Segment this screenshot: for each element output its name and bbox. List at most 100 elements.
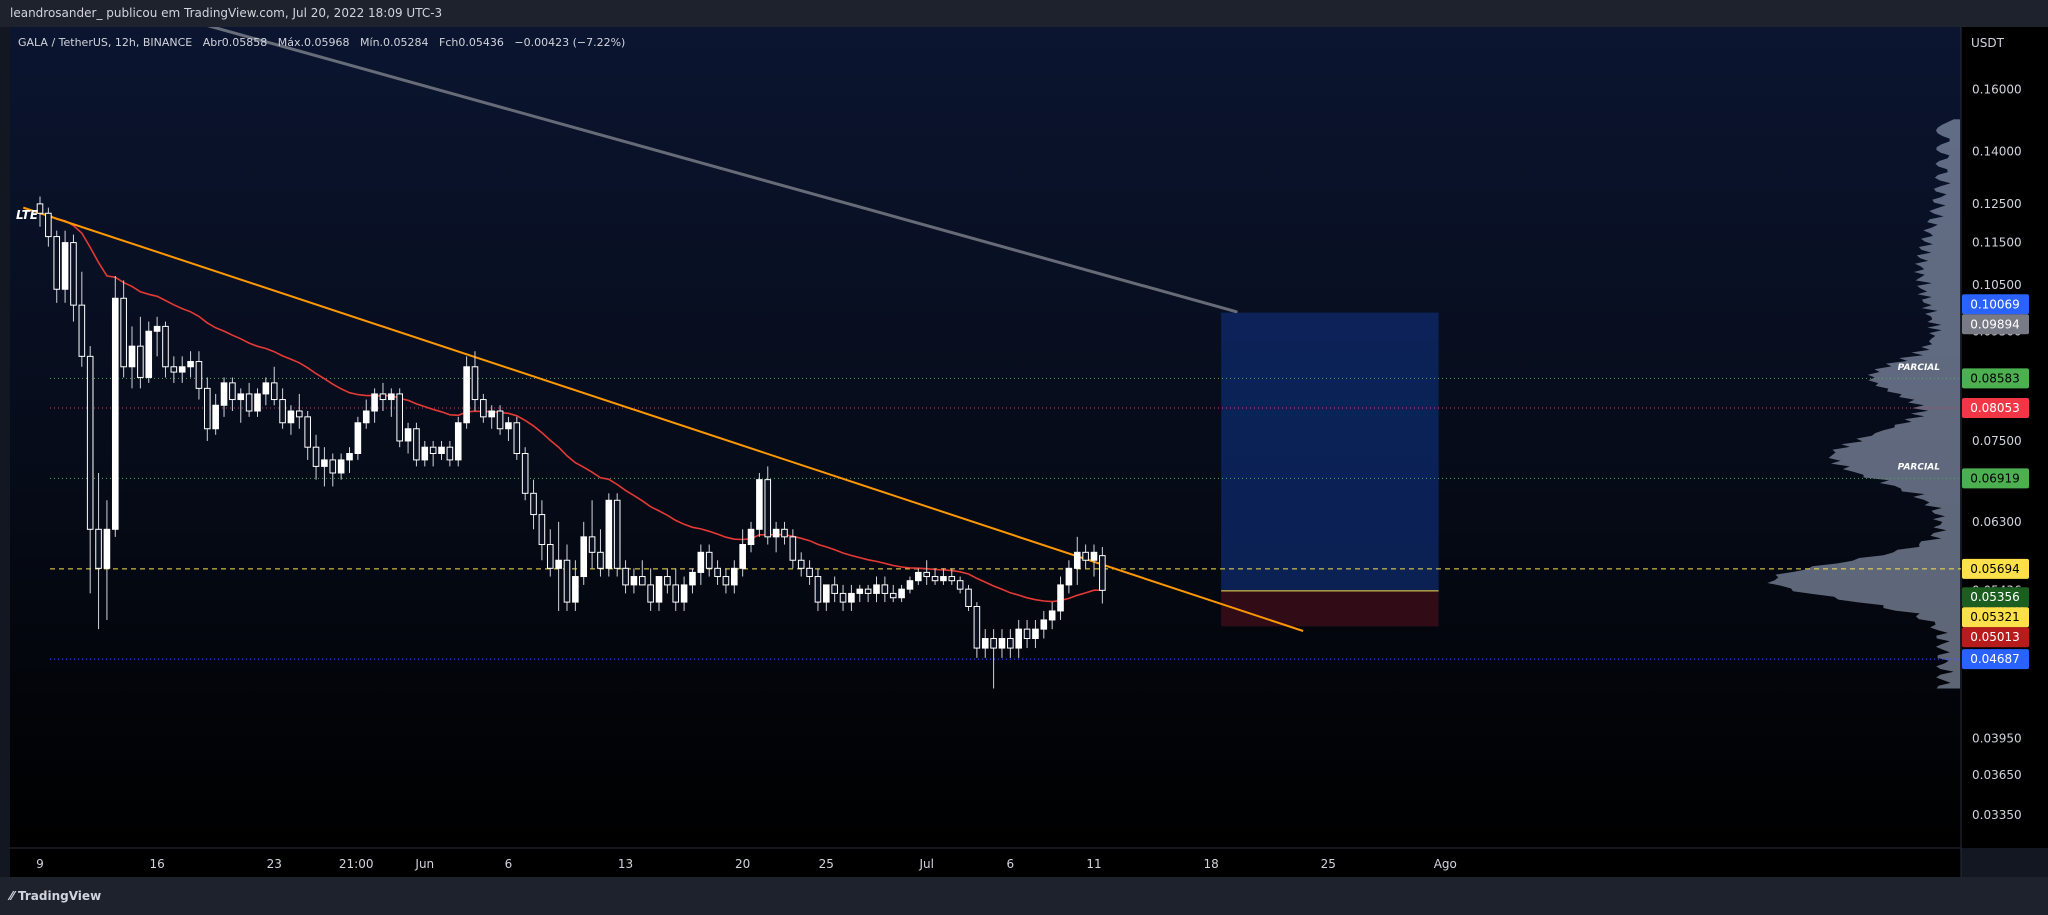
candle-body [906, 580, 914, 590]
candle-body [697, 551, 705, 573]
price-badge [1962, 587, 2029, 608]
time-tick-label: 6 [505, 857, 513, 871]
candle-body [53, 236, 61, 290]
time-axis[interactable]: 9 16 23 21:00 Jun 6 13 20 25 Jul 6 11 18 25 Ago [36, 857, 1457, 871]
candle-body [245, 393, 253, 412]
price-tick-label: 0.07500 [1972, 434, 2022, 448]
candle-body [404, 428, 412, 442]
annotation-label: PARCIAL [1898, 363, 1941, 373]
candle-body [923, 571, 930, 578]
candle-body [856, 588, 864, 594]
candle-body [513, 422, 521, 455]
candle-body [915, 571, 922, 582]
candle-body [354, 422, 362, 455]
price-badge-label: 0.05013 [1970, 630, 2020, 644]
candle-body [638, 576, 646, 586]
price-badge [1962, 294, 2029, 315]
candle-body [254, 393, 261, 412]
time-tick-label: 23 [267, 857, 282, 871]
candle-body [965, 588, 972, 607]
candle-body [881, 584, 889, 594]
price-badge [1962, 627, 2029, 648]
candle-body [170, 366, 178, 373]
candle-body [329, 459, 337, 474]
candle-body [388, 393, 395, 401]
candle-body [153, 325, 161, 332]
price-badge [1962, 607, 2029, 628]
candle-body [973, 605, 981, 649]
open-value: 0.05858 [221, 36, 268, 49]
candle-body [889, 592, 897, 599]
candle-body [597, 551, 604, 569]
change-value: −0.00423 (−7.22%) [514, 36, 626, 49]
symbol-legend: GALA / TetherUS, 12h, BINANCE Abr0.05858… [18, 36, 625, 49]
candle-body [471, 366, 479, 401]
candle-body [898, 588, 905, 599]
price-badge-label: 0.08583 [1970, 371, 2020, 385]
tv-logo-icon: ⁄⁄ [10, 889, 15, 903]
candle-body [1040, 619, 1048, 630]
candle-body [555, 559, 562, 569]
price-tick-label: 0.11500 [1972, 236, 2022, 250]
candle-body [61, 242, 69, 290]
candle-body [304, 416, 311, 448]
candle-body [45, 212, 52, 238]
candle-body [36, 203, 44, 214]
price-badge-label: 0.06919 [1970, 471, 2020, 485]
candle-body [680, 584, 688, 603]
candle-body [990, 638, 997, 649]
candle-body [873, 584, 880, 594]
candle-body [287, 410, 295, 424]
high-value: 0.05968 [304, 36, 350, 49]
candle-body [312, 446, 320, 467]
candle-body [772, 528, 780, 538]
candle-body [781, 528, 788, 538]
time-tick-label: 21:00 [339, 857, 374, 871]
candle-body [70, 242, 77, 306]
symbol-name[interactable]: GALA / TetherUS, 12h, BINANCE [18, 36, 193, 49]
low-value: 0.05284 [383, 36, 429, 49]
ma-long-line [207, 27, 1238, 314]
price-badge [1962, 558, 2029, 579]
candle-body [764, 479, 772, 538]
time-tick-label: 16 [149, 857, 164, 871]
close-label: Fch [439, 36, 459, 49]
candle-body [797, 559, 805, 569]
candle-body [103, 528, 111, 569]
candle-body [270, 382, 278, 401]
candle-body [162, 325, 169, 368]
candle-body [948, 576, 956, 582]
candle-body [262, 382, 270, 395]
tradingview-logo[interactable]: ⁄⁄ TradingView [10, 889, 101, 903]
candle-body [371, 393, 378, 412]
publish-header: leandrosander_ publicou em TradingView.c… [0, 0, 2048, 27]
price-axis[interactable]: USDT 0.16000 0.14000 0.12500 0.11500 0.10500 0… [1962, 36, 2029, 822]
candle-body [672, 584, 680, 603]
candle-body [237, 393, 245, 401]
publish-line: leandrosander_ publicou em TradingView.c… [10, 6, 443, 20]
annotation-label: PARCIAL [1898, 463, 1941, 473]
price-badge-label: 0.09894 [1970, 317, 2020, 331]
candle-body [505, 422, 512, 430]
candle-body [588, 536, 596, 553]
trendline [22, 206, 1304, 632]
position-stop-zone [1221, 590, 1439, 627]
price-tick-label: 0.03650 [1972, 768, 2022, 782]
ema-line [39, 212, 1103, 603]
candle-body [1023, 628, 1031, 640]
volume-profile [1767, 119, 1960, 689]
candle-body [337, 459, 345, 474]
candle-body [279, 399, 286, 424]
price-tick-label: 0.14000 [1972, 144, 2022, 158]
candle-body [480, 399, 487, 418]
candle-body [806, 567, 813, 578]
candle-body [362, 410, 370, 424]
candle-body [580, 536, 588, 578]
candle-body [689, 571, 696, 586]
price-tick-label: 0.16000 [1972, 82, 2022, 96]
candle-body [438, 446, 445, 455]
candle-body [789, 536, 797, 561]
annotation-label: LTE [16, 208, 39, 222]
time-axis-background [10, 848, 1961, 877]
price-chart[interactable]: PARCIAL PARCIAL LTE USDT 0.16000 0.14000 0.12… [0, 27, 2048, 877]
